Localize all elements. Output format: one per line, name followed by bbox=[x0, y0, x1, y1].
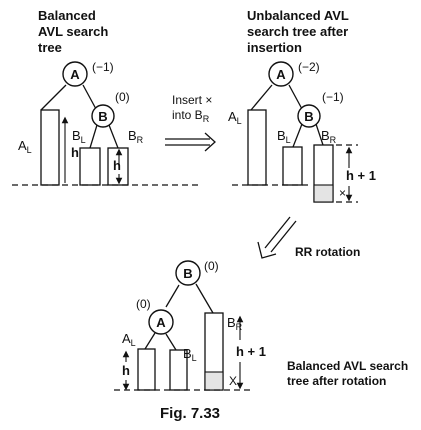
node-a bbox=[148, 309, 174, 335]
tree-edge bbox=[82, 84, 97, 110]
balance-factor: (0) bbox=[204, 259, 219, 273]
insert-label: into BR bbox=[172, 108, 210, 124]
subtree-br-label: BR bbox=[227, 315, 243, 332]
node-a-label: A bbox=[276, 67, 286, 82]
node-b bbox=[175, 260, 201, 286]
tree-edge bbox=[89, 124, 98, 149]
tree-edge bbox=[250, 84, 273, 111]
balance-factor: (−1) bbox=[322, 90, 344, 104]
height-label: h + 1 bbox=[346, 168, 376, 183]
height-label: h bbox=[122, 363, 130, 378]
subtree-bl bbox=[79, 147, 101, 186]
panel-balanced-before: Balanced AVL search tree A (−1) B (0) AL… bbox=[12, 8, 200, 186]
inserted-marker: X bbox=[229, 374, 237, 388]
double-arrow-line bbox=[264, 216, 291, 249]
subtree-bl-label: BL bbox=[72, 128, 86, 145]
subtree-bl-label: BL bbox=[277, 128, 291, 145]
subtree-br-label: BR bbox=[128, 128, 144, 145]
node-b bbox=[297, 104, 321, 128]
inserted-node-area bbox=[313, 184, 334, 203]
tree-edge bbox=[165, 333, 177, 351]
double-arrow-head bbox=[204, 132, 216, 152]
subtree-al bbox=[40, 109, 60, 186]
node-b-label: B bbox=[304, 109, 313, 124]
tree-edge bbox=[40, 84, 67, 111]
caption-line: search tree after bbox=[247, 24, 348, 39]
height-label: h + 1 bbox=[236, 344, 266, 359]
node-a-label: A bbox=[70, 67, 80, 82]
panel-balanced-after: B (0) A (0) AL BL BR h h + 1 X Balanced … bbox=[114, 259, 408, 391]
figure-caption: Fig. 7.33 bbox=[160, 405, 220, 422]
tree-edge bbox=[144, 332, 156, 350]
double-arrow-line bbox=[270, 220, 297, 253]
height-label: h bbox=[71, 145, 79, 160]
node-a bbox=[62, 61, 88, 87]
node-b bbox=[91, 104, 115, 128]
height-label: h bbox=[113, 158, 121, 173]
balance-factor: (0) bbox=[115, 90, 130, 104]
tree-edge bbox=[165, 284, 180, 308]
subtree-al-label: AL bbox=[228, 109, 242, 126]
subtree-br bbox=[107, 147, 129, 186]
insert-step: Insert × into BR bbox=[165, 93, 216, 152]
caption-line: tree bbox=[38, 40, 62, 55]
subtree-al-label: AL bbox=[122, 331, 136, 348]
node-b-label: B bbox=[183, 266, 192, 281]
tree-edge bbox=[288, 84, 303, 110]
caption-line: Unbalanced AVL bbox=[247, 8, 349, 23]
rotation-label: RR rotation bbox=[295, 245, 360, 259]
subtree-bl-label: BL bbox=[183, 346, 197, 363]
subtree-al bbox=[247, 109, 267, 186]
node-a bbox=[268, 61, 294, 87]
tree-edge bbox=[315, 123, 324, 146]
tree-edge bbox=[108, 124, 119, 149]
insert-label: Insert × bbox=[172, 93, 212, 107]
subtree-al bbox=[137, 348, 156, 391]
balance-factor: (0) bbox=[136, 297, 151, 311]
tree-edge bbox=[195, 283, 214, 314]
caption-line: insertion bbox=[247, 40, 302, 55]
subtree-bl bbox=[282, 146, 303, 186]
node-b-label: B bbox=[98, 109, 107, 124]
inserted-marker: × bbox=[339, 186, 346, 200]
caption-line: Balanced bbox=[38, 8, 96, 23]
panel-unbalanced: Unbalanced AVL search tree after inserti… bbox=[228, 8, 376, 203]
subtree-br-label: BR bbox=[321, 128, 337, 145]
caption-line: tree after rotation bbox=[287, 374, 386, 388]
balance-factor: (−1) bbox=[92, 60, 114, 74]
subtree-al-label: AL bbox=[18, 138, 32, 155]
balance-factor: (−2) bbox=[298, 60, 320, 74]
rotation-step: RR rotation bbox=[257, 216, 360, 259]
caption-line: Balanced AVL search bbox=[287, 359, 408, 373]
tree-edge bbox=[292, 123, 303, 148]
caption-line: AVL search bbox=[38, 24, 108, 39]
inserted-node-area bbox=[204, 371, 224, 391]
double-arrow-head bbox=[257, 241, 277, 259]
node-a-label: A bbox=[156, 315, 166, 330]
